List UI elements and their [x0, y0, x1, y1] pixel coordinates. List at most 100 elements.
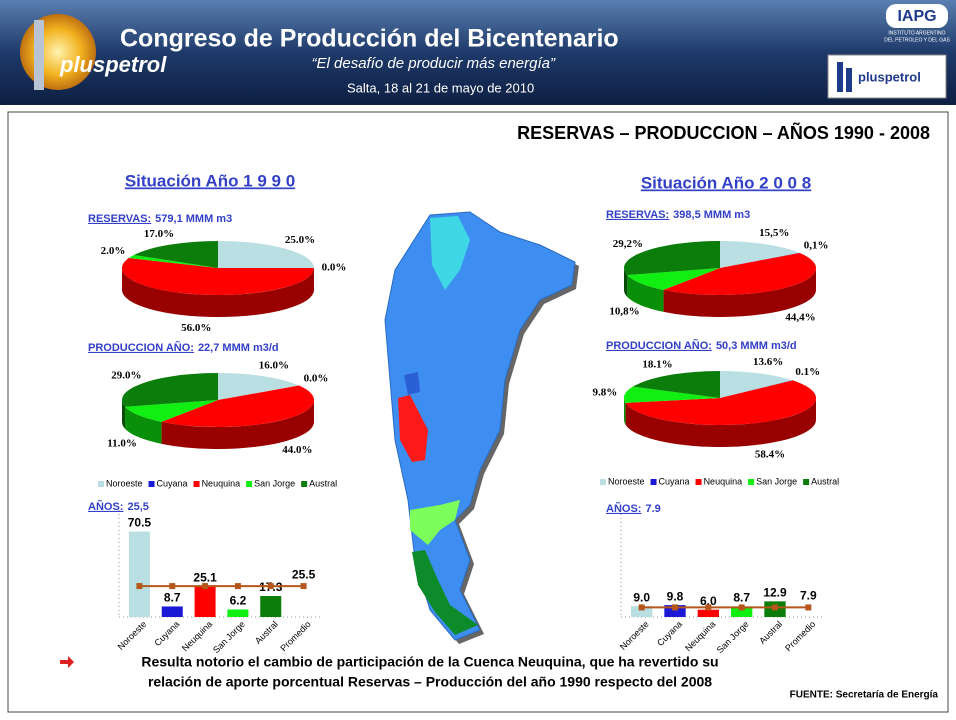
x-tick-label: Promedio [278, 619, 312, 653]
note-line: relación de aporte porcentual Reservas –… [148, 674, 712, 690]
average-marker [705, 604, 712, 611]
average-marker [300, 583, 307, 590]
heading: Situación Año 2 0 0 8 [641, 173, 811, 192]
x-tick-label: Cuyana [152, 619, 181, 648]
legend-label: Austral [309, 478, 337, 488]
x-tick-label: San Jorge [211, 619, 247, 655]
sponsor-logo: pluspetrol [858, 69, 921, 84]
header-tagline: “El desafío de producir más energía” [312, 55, 556, 72]
chart-label: AÑOS: [88, 500, 123, 513]
pie-label: 13.6% [753, 356, 783, 368]
pie-label: 29.0% [111, 370, 141, 382]
pie-label: 10,8% [609, 306, 639, 318]
bar [128, 531, 150, 617]
legend-label: Cuyana [157, 478, 188, 488]
pie-side [625, 398, 816, 448]
bar-label: 8.7 [164, 591, 181, 605]
iapg-logo: IAPG [897, 8, 936, 25]
pie-label: 16.0% [259, 359, 289, 371]
legend-swatch [803, 479, 810, 485]
pie-slice [627, 268, 720, 290]
x-tick-label: Noroeste [116, 619, 149, 652]
average-label: 25.5 [292, 567, 316, 581]
legend-label: San Jorge [756, 476, 797, 486]
legend-label: Austral [811, 476, 839, 486]
pie-slice [161, 385, 314, 427]
average-marker [234, 583, 241, 590]
chart-subtitle: 579,1 MMM m3 [155, 213, 232, 225]
legend-swatch [600, 479, 606, 485]
pie-slice [121, 373, 218, 407]
bar [194, 586, 216, 617]
pie-label: 2.0% [101, 245, 126, 257]
iapg-badge [886, 4, 948, 28]
pie-side [624, 268, 628, 298]
x-tick-label: Noroeste [618, 619, 651, 652]
chart-label: PRODUCCION AÑO: [88, 341, 194, 354]
x-tick-label: San Jorge [715, 619, 751, 655]
bar [161, 606, 183, 617]
average-marker [638, 604, 645, 611]
map-basin-cuyana [404, 372, 420, 395]
x-tick-label: Austral [757, 619, 784, 646]
chart-label: RESERVAS: [606, 209, 669, 221]
pie-side [161, 400, 314, 449]
chart-label: AÑOS: [606, 502, 641, 515]
legend-swatch [695, 479, 702, 485]
pie-side [663, 268, 816, 317]
legend-swatch [301, 481, 308, 487]
legend-swatch [246, 481, 253, 487]
content-frame [7, 111, 949, 713]
map-basin-neuquina [398, 395, 428, 462]
pie-label: 0.1% [795, 366, 820, 378]
legend-label: Cuyana [659, 476, 690, 486]
legend-swatch [650, 479, 657, 485]
pie-slice [720, 241, 800, 268]
header-band [0, 0, 956, 105]
average-label: 7.9 [800, 589, 817, 603]
pie-slice [624, 386, 720, 403]
x-tick-label: Promedio [783, 619, 817, 653]
legend-label: San Jorge [254, 478, 295, 488]
average-marker [202, 583, 209, 590]
average-marker [136, 583, 143, 590]
chart-subtitle: 7.9 [645, 503, 660, 515]
x-tick-label: Neuquina [683, 619, 717, 653]
bar-label: 6.2 [230, 594, 247, 608]
pie-side [627, 275, 664, 312]
pie-slice [625, 380, 816, 425]
bar-label: 8.7 [733, 591, 750, 605]
bar [664, 605, 686, 617]
pie-slice [632, 371, 720, 398]
pie-label: 56.0% [181, 322, 211, 334]
pie-label: 29,2% [613, 238, 643, 250]
chart-subtitle: 398,5 MMM m3 [673, 209, 750, 221]
header-title: Congreso de Producción del Bicentenario [120, 25, 619, 53]
note-line: Resulta notorio el cambio de participaci… [141, 654, 718, 670]
legend-swatch [748, 479, 755, 485]
pie-side [125, 406, 162, 444]
map-basin-austral [412, 550, 478, 635]
slide-title: RESERVAS – PRODUCCION – AÑOS 1990 - 2008 [517, 122, 930, 143]
pie-label: 9.8% [593, 387, 618, 399]
bar [227, 609, 249, 617]
legend-label: Noroeste [608, 476, 645, 486]
heading: Situación Año 1 9 9 0 [125, 171, 295, 190]
pie-slice [720, 380, 793, 398]
average-marker [805, 604, 812, 611]
average-marker [772, 604, 778, 611]
pie-side [624, 398, 626, 425]
pie-label: 58.4% [755, 449, 785, 461]
header-logo-bar [34, 20, 44, 90]
bar-label: 12.9 [763, 586, 787, 600]
pie-label: 15,5% [759, 227, 789, 239]
x-tick-label: Austral [253, 619, 280, 646]
pie-label: 18.1% [642, 359, 672, 371]
chart-label: RESERVAS: [88, 213, 151, 225]
sponsor-mark [846, 68, 852, 92]
pie-label: 25.0% [285, 234, 315, 246]
bar [697, 609, 719, 617]
legend-label: Neuquina [202, 478, 241, 488]
logo-text: pluspetrol [59, 52, 167, 77]
